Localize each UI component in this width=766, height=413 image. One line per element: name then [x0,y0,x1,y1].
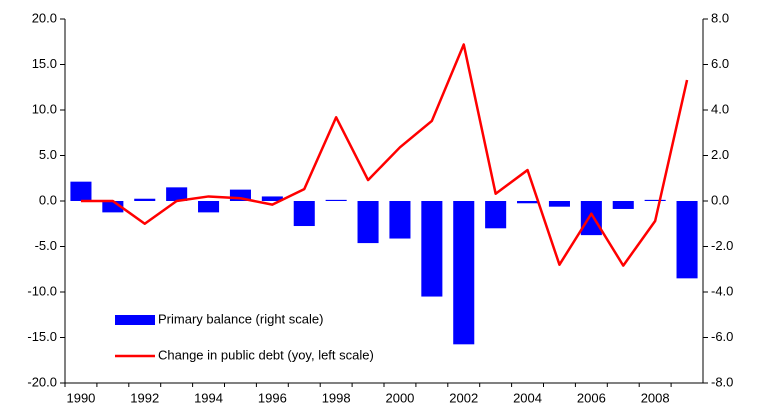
x-tick-label: 1992 [130,390,159,405]
y2-tick-label: -6.0 [711,329,733,344]
bar [612,201,634,209]
bar [517,201,539,204]
x-tick-label: 2006 [577,390,606,405]
bar [198,201,220,213]
x-tick-label: 2004 [513,390,542,405]
y-tick-label: 20.0 [32,10,57,25]
x-tick-label: 2002 [449,390,478,405]
legend-label: Primary balance (right scale) [158,311,323,326]
y2-tick-label: 2.0 [711,147,729,162]
x-tick-label: 1996 [258,390,287,405]
y2-tick-label: 0.0 [711,192,729,207]
x-tick-label: 1990 [66,390,95,405]
x-tick-label: 2008 [641,390,670,405]
bar [676,201,698,279]
y2-tick-label: 6.0 [711,56,729,71]
bar [421,201,443,297]
bar [134,198,156,201]
bar [293,201,315,227]
bar [229,189,251,201]
line [80,43,689,267]
bar [580,201,602,236]
y-tick-label: 15.0 [32,56,57,71]
x-tick-label: 1994 [194,390,223,405]
bar [325,199,347,201]
y-tick-label: 5.0 [39,147,57,162]
bar [389,201,411,239]
y-tick-label: -20.0 [27,374,57,389]
bar [70,181,92,201]
y-tick-label: 10.0 [32,101,57,116]
bar [453,201,475,345]
x-tick-label: 1998 [322,390,351,405]
y2-tick-label: 4.0 [711,101,729,116]
bar [261,196,283,201]
y2-tick-label: -2.0 [711,238,733,253]
legend-label: Change in public debt (yoy, left scale) [158,347,374,362]
y2-tick-label: -8.0 [711,374,733,389]
legend-swatch [115,315,155,325]
y-tick-label: -5.0 [35,238,57,253]
y-tick-label: 0.0 [39,192,57,207]
bar [548,201,570,207]
y-tick-label: -15.0 [27,329,57,344]
bar [102,201,124,213]
y2-tick-label: -4.0 [711,283,733,298]
bar [357,201,379,244]
y-tick-label: -10.0 [27,283,57,298]
x-tick-label: 2000 [385,390,414,405]
bar [485,201,507,229]
bar [166,187,188,201]
bar [644,199,666,201]
y2-tick-label: 8.0 [711,10,729,25]
